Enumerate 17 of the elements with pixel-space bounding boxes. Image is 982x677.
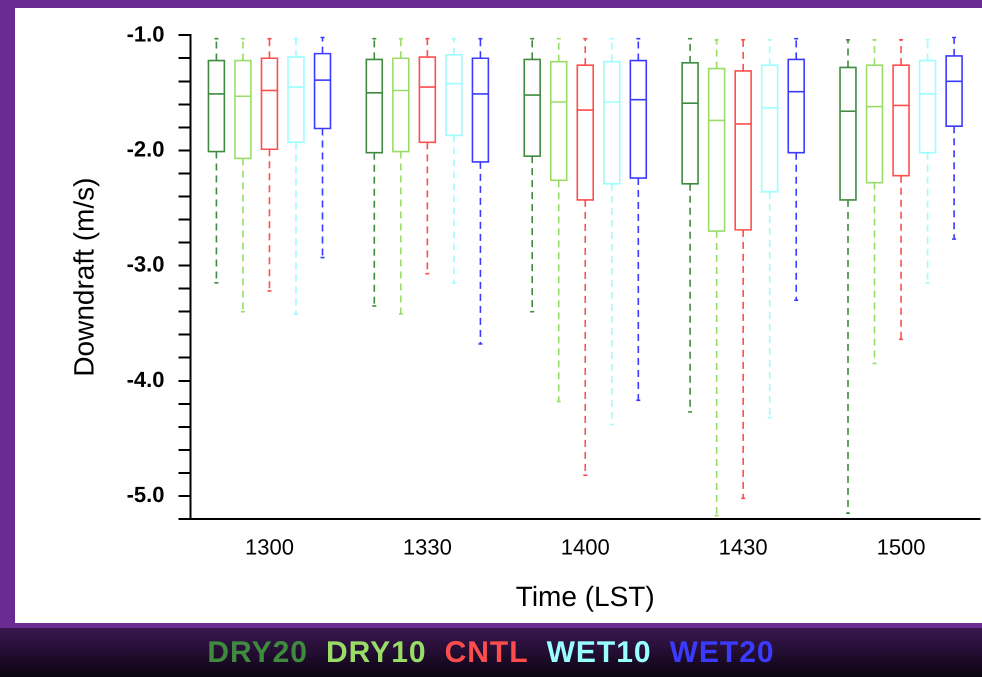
- y-tick-label: -4.0: [126, 366, 165, 392]
- y-tick-label: -3.0: [126, 252, 165, 277]
- x-tick-label: 1400: [560, 534, 610, 560]
- x-tick-label: 1500: [876, 534, 926, 560]
- x-tick-label: 1300: [244, 534, 294, 560]
- y-tick-label: -2.0: [126, 136, 165, 162]
- x-axis-title: Time (LST): [516, 580, 655, 612]
- y-tick-label: -5.0: [126, 482, 165, 508]
- x-tick-label: 1430: [718, 534, 768, 560]
- text: DRY20: [207, 636, 308, 670]
- text: DRY10: [326, 636, 427, 670]
- text: WET10: [546, 636, 652, 670]
- y-tick-label: -1.0: [126, 21, 165, 46]
- text: WET20: [670, 636, 775, 670]
- y-axis-title: Downdraft (m/s): [68, 178, 100, 377]
- text: CNTL: [444, 636, 529, 670]
- x-tick-label: 1330: [402, 534, 452, 560]
